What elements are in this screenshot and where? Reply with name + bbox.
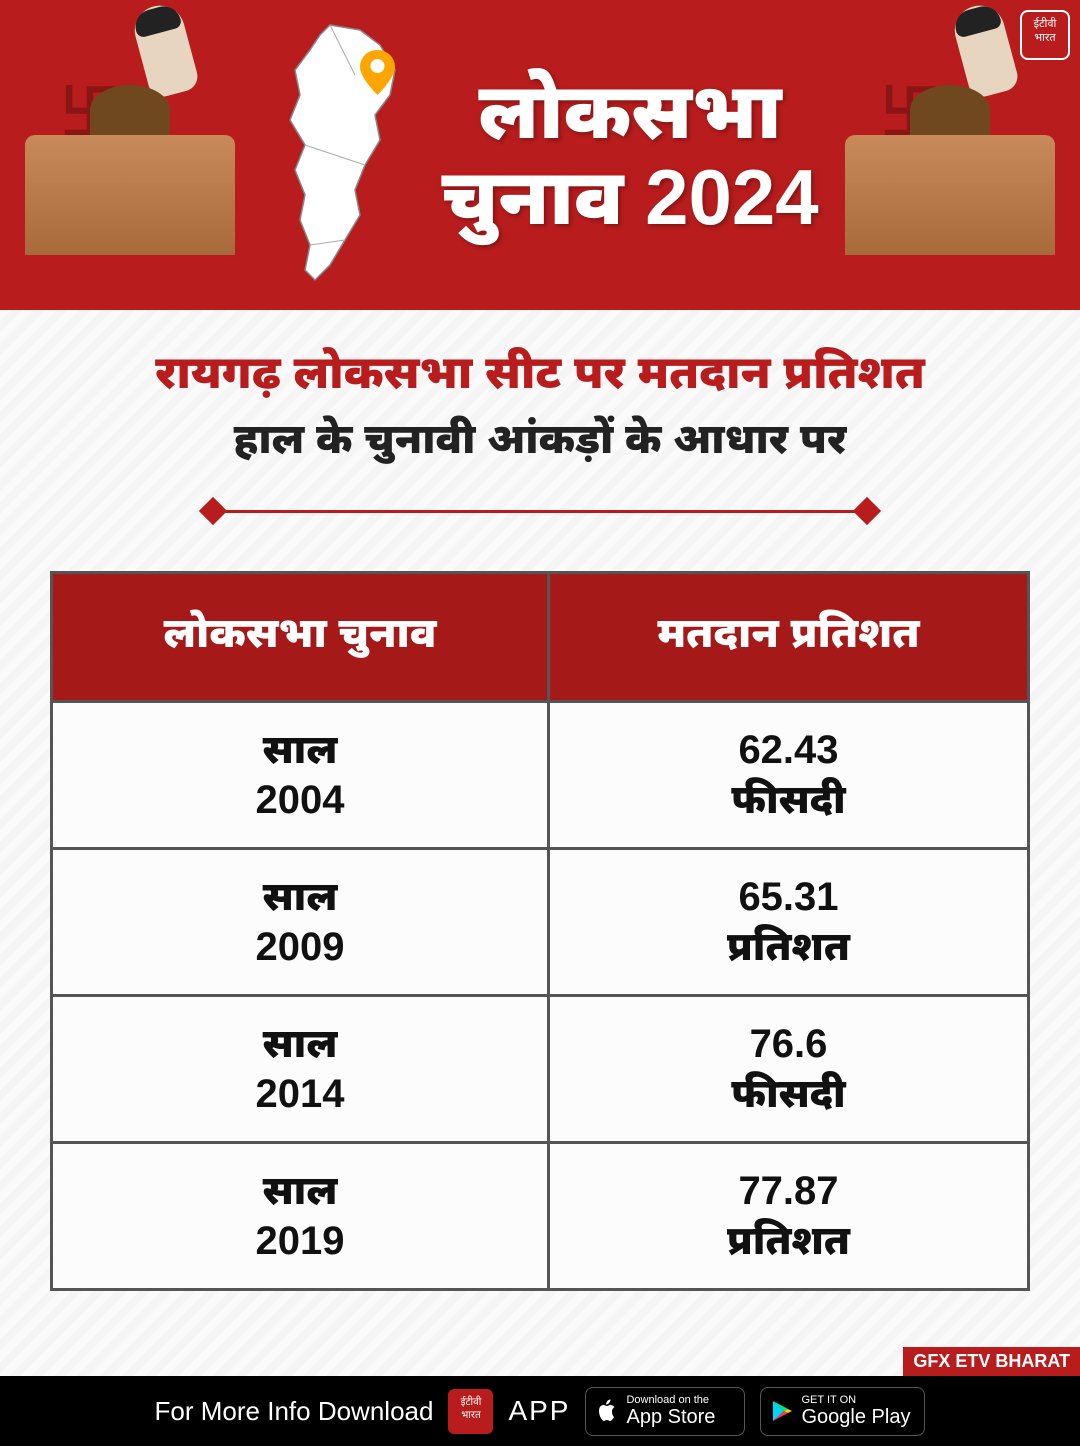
table-header-pct: मतदान प्रतिशत — [548, 573, 1028, 702]
cell-pct: 76.6 फीसदी — [548, 996, 1028, 1143]
googleplay-big-text: Google Play — [801, 1406, 910, 1429]
cell-pct: 77.87 प्रतिशत — [548, 1143, 1028, 1290]
footer-text: For More Info Download — [155, 1396, 434, 1427]
gfx-credit: GFX ETV BHARAT — [903, 1347, 1080, 1376]
banner-title: लोकसभा चुनाव 2024 — [420, 69, 840, 241]
divider-line — [220, 510, 540, 513]
googleplay-small-text: GET IT ON — [801, 1394, 910, 1406]
content-area: रायगढ़ लोकसभा सीट पर मतदान प्रतिशत हाल क… — [0, 310, 1080, 1376]
cell-year: साल 2009 — [52, 849, 549, 996]
footer: For More Info Download ईटीवीभारत APP Dow… — [0, 1376, 1080, 1446]
parliament-building-icon — [25, 135, 235, 255]
googleplay-button[interactable]: GET IT ON Google Play — [760, 1387, 925, 1436]
footer-app-text: APP — [508, 1395, 570, 1427]
parliament-building-icon — [845, 135, 1055, 255]
appstore-button[interactable]: Download on the App Store — [585, 1387, 745, 1436]
table-row: साल 2019 77.87 प्रतिशत — [52, 1143, 1029, 1290]
appstore-small-text: Download on the — [626, 1394, 730, 1406]
cell-pct: 62.43 फीसदी — [548, 702, 1028, 849]
table-header-row: लोकसभा चुनाव मतदान प्रतिशत — [52, 573, 1029, 702]
main-heading: रायगढ़ लोकसभा सीट पर मतदान प्रतिशत — [50, 345, 1030, 407]
divider — [50, 501, 1030, 521]
voting-table: लोकसभा चुनाव मतदान प्रतिशत साल 2004 62.4… — [50, 571, 1030, 1291]
cell-year: साल 2004 — [52, 702, 549, 849]
banner-title-line2: चुनाव 2024 — [430, 155, 830, 241]
sub-heading: हाल के चुनावी आंकड़ों के आधार पर — [50, 415, 1030, 471]
banner: 卐 लोकसभा चुनाव 2024 卐 ईटीवीभारत — [0, 0, 1080, 310]
state-map — [260, 15, 420, 295]
divider-line — [540, 510, 860, 513]
table-row: साल 2014 76.6 फीसदी — [52, 996, 1029, 1143]
googleplay-icon — [771, 1399, 793, 1423]
table-header-year: लोकसभा चुनाव — [52, 573, 549, 702]
chhattisgarh-map-icon — [260, 15, 420, 295]
banner-graphic-left: 卐 — [20, 45, 240, 265]
etv-logo: ईटीवीभारत — [1020, 10, 1070, 60]
location-marker-icon — [360, 50, 395, 95]
diamond-icon — [853, 497, 881, 525]
cell-year: साल 2014 — [52, 996, 549, 1143]
apple-icon — [596, 1399, 618, 1423]
cell-pct: 65.31 प्रतिशत — [548, 849, 1028, 996]
cell-year: साल 2019 — [52, 1143, 549, 1290]
appstore-big-text: App Store — [626, 1406, 730, 1429]
banner-graphic-right: 卐 — [840, 45, 1060, 265]
table-row: साल 2009 65.31 प्रतिशत — [52, 849, 1029, 996]
etv-logo-footer: ईटीवीभारत — [448, 1389, 493, 1434]
banner-title-line1: लोकसभा — [430, 69, 830, 155]
table-row: साल 2004 62.43 फीसदी — [52, 702, 1029, 849]
diamond-icon — [199, 497, 227, 525]
